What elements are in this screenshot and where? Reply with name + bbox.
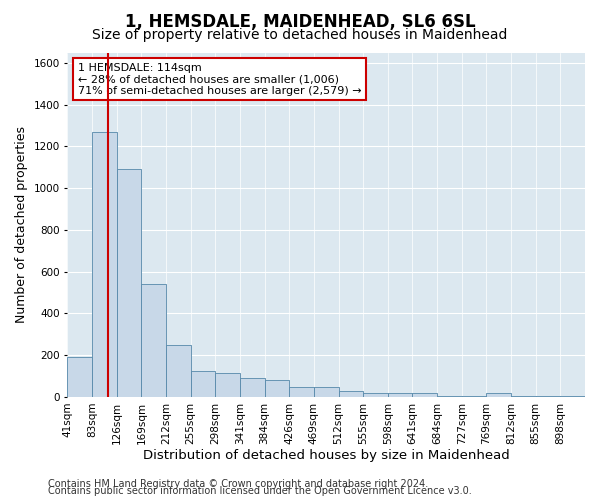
Bar — [191, 371, 215, 397]
Bar — [388, 393, 412, 397]
Bar — [338, 390, 363, 397]
Text: 1, HEMSDALE, MAIDENHEAD, SL6 6SL: 1, HEMSDALE, MAIDENHEAD, SL6 6SL — [125, 12, 475, 30]
Bar — [437, 396, 462, 397]
Text: 1 HEMSDALE: 114sqm
← 28% of detached houses are smaller (1,006)
71% of semi-deta: 1 HEMSDALE: 114sqm ← 28% of detached hou… — [78, 63, 361, 96]
Bar — [314, 386, 338, 397]
Bar — [363, 393, 388, 397]
X-axis label: Distribution of detached houses by size in Maidenhead: Distribution of detached houses by size … — [143, 450, 509, 462]
Bar — [412, 393, 437, 397]
Bar — [462, 396, 487, 397]
Bar — [117, 170, 142, 397]
Text: Contains public sector information licensed under the Open Government Licence v3: Contains public sector information licen… — [48, 486, 472, 496]
Bar — [92, 132, 117, 397]
Bar — [560, 396, 585, 397]
Text: Size of property relative to detached houses in Maidenhead: Size of property relative to detached ho… — [92, 28, 508, 42]
Bar — [265, 380, 289, 397]
Bar — [289, 386, 314, 397]
Bar — [240, 378, 265, 397]
Bar — [487, 393, 511, 397]
Bar — [215, 373, 240, 397]
Bar — [536, 396, 560, 397]
Y-axis label: Number of detached properties: Number of detached properties — [15, 126, 28, 323]
Bar — [67, 358, 92, 397]
Text: Contains HM Land Registry data © Crown copyright and database right 2024.: Contains HM Land Registry data © Crown c… — [48, 479, 428, 489]
Bar — [511, 396, 536, 397]
Bar — [166, 345, 191, 397]
Bar — [142, 284, 166, 397]
